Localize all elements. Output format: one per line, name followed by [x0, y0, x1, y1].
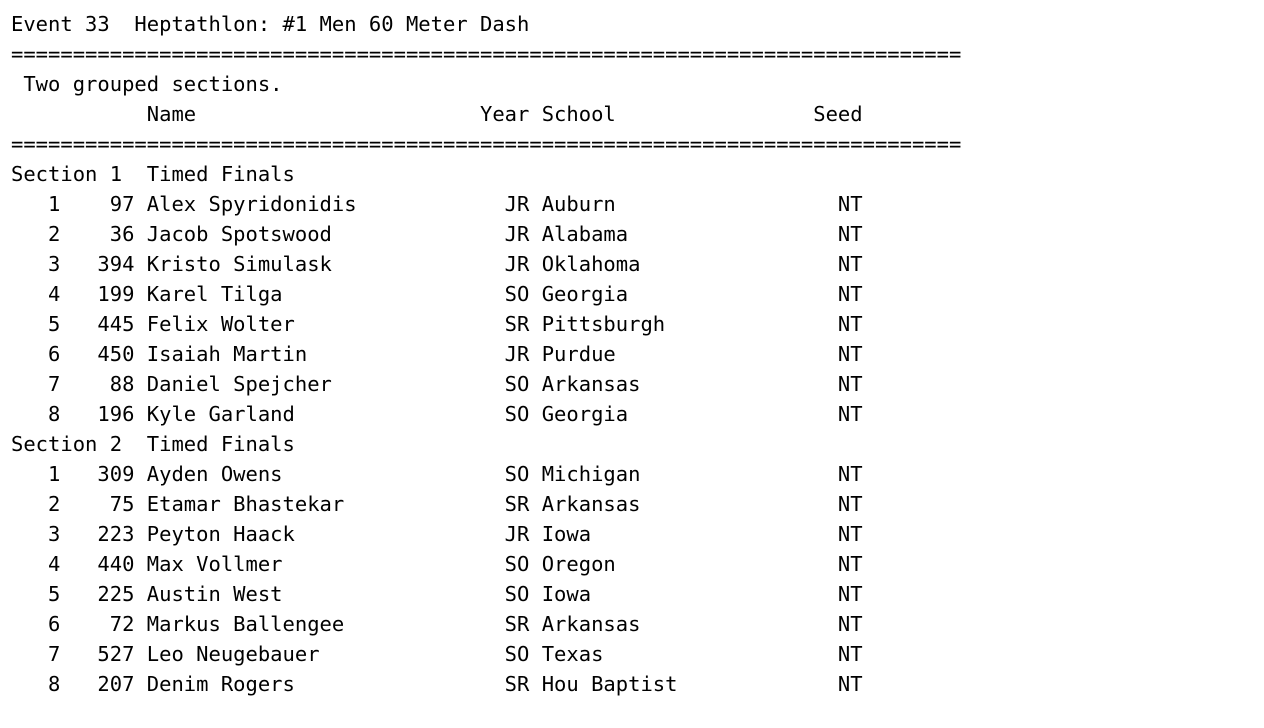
entry-row: 6 72 Markus Ballengee SR Arkansas NT [11, 612, 863, 636]
entry-row: 3 223 Peyton Haack JR Iowa NT [11, 522, 863, 546]
entry-row: 7 88 Daniel Spejcher SO Arkansas NT [11, 372, 863, 396]
entry-row: 8 196 Kyle Garland SO Georgia NT [11, 402, 863, 426]
entry-row: 2 36 Jacob Spotswood JR Alabama NT [11, 222, 863, 246]
entry-row: 5 225 Austin West SO Iowa NT [11, 582, 863, 606]
rule-divider-header: ========================================… [11, 132, 962, 156]
entry-row: 2 75 Etamar Bhastekar SR Arkansas NT [11, 492, 863, 516]
entry-row: 6 450 Isaiah Martin JR Purdue NT [11, 342, 863, 366]
section-header: Section 2 Timed Finals [11, 432, 295, 456]
entry-row: 4 440 Max Vollmer SO Oregon NT [11, 552, 863, 576]
entry-row: 7 527 Leo Neugebauer SO Texas NT [11, 642, 863, 666]
rule-divider-top: ========================================… [11, 42, 962, 66]
entry-row: 1 97 Alex Spyridonidis JR Auburn NT [11, 192, 863, 216]
entry-row: 4 199 Karel Tilga SO Georgia NT [11, 282, 863, 306]
entry-row: 1 309 Ayden Owens SO Michigan NT [11, 462, 863, 486]
entry-row: 3 394 Kristo Simulask JR Oklahoma NT [11, 252, 863, 276]
section-note: Two grouped sections. [11, 72, 283, 96]
column-header-row: Name Year School Seed [11, 102, 863, 126]
program-text: Event 33 Heptathlon: #1 Men 60 Meter Das… [11, 12, 962, 696]
event-title-line: Event 33 Heptathlon: #1 Men 60 Meter Das… [11, 12, 530, 36]
entry-row: 8 207 Denim Rogers SR Hou Baptist NT [11, 672, 863, 696]
section-header: Section 1 Timed Finals [11, 162, 295, 186]
entry-row: 5 445 Felix Wolter SR Pittsburgh NT [11, 312, 863, 336]
